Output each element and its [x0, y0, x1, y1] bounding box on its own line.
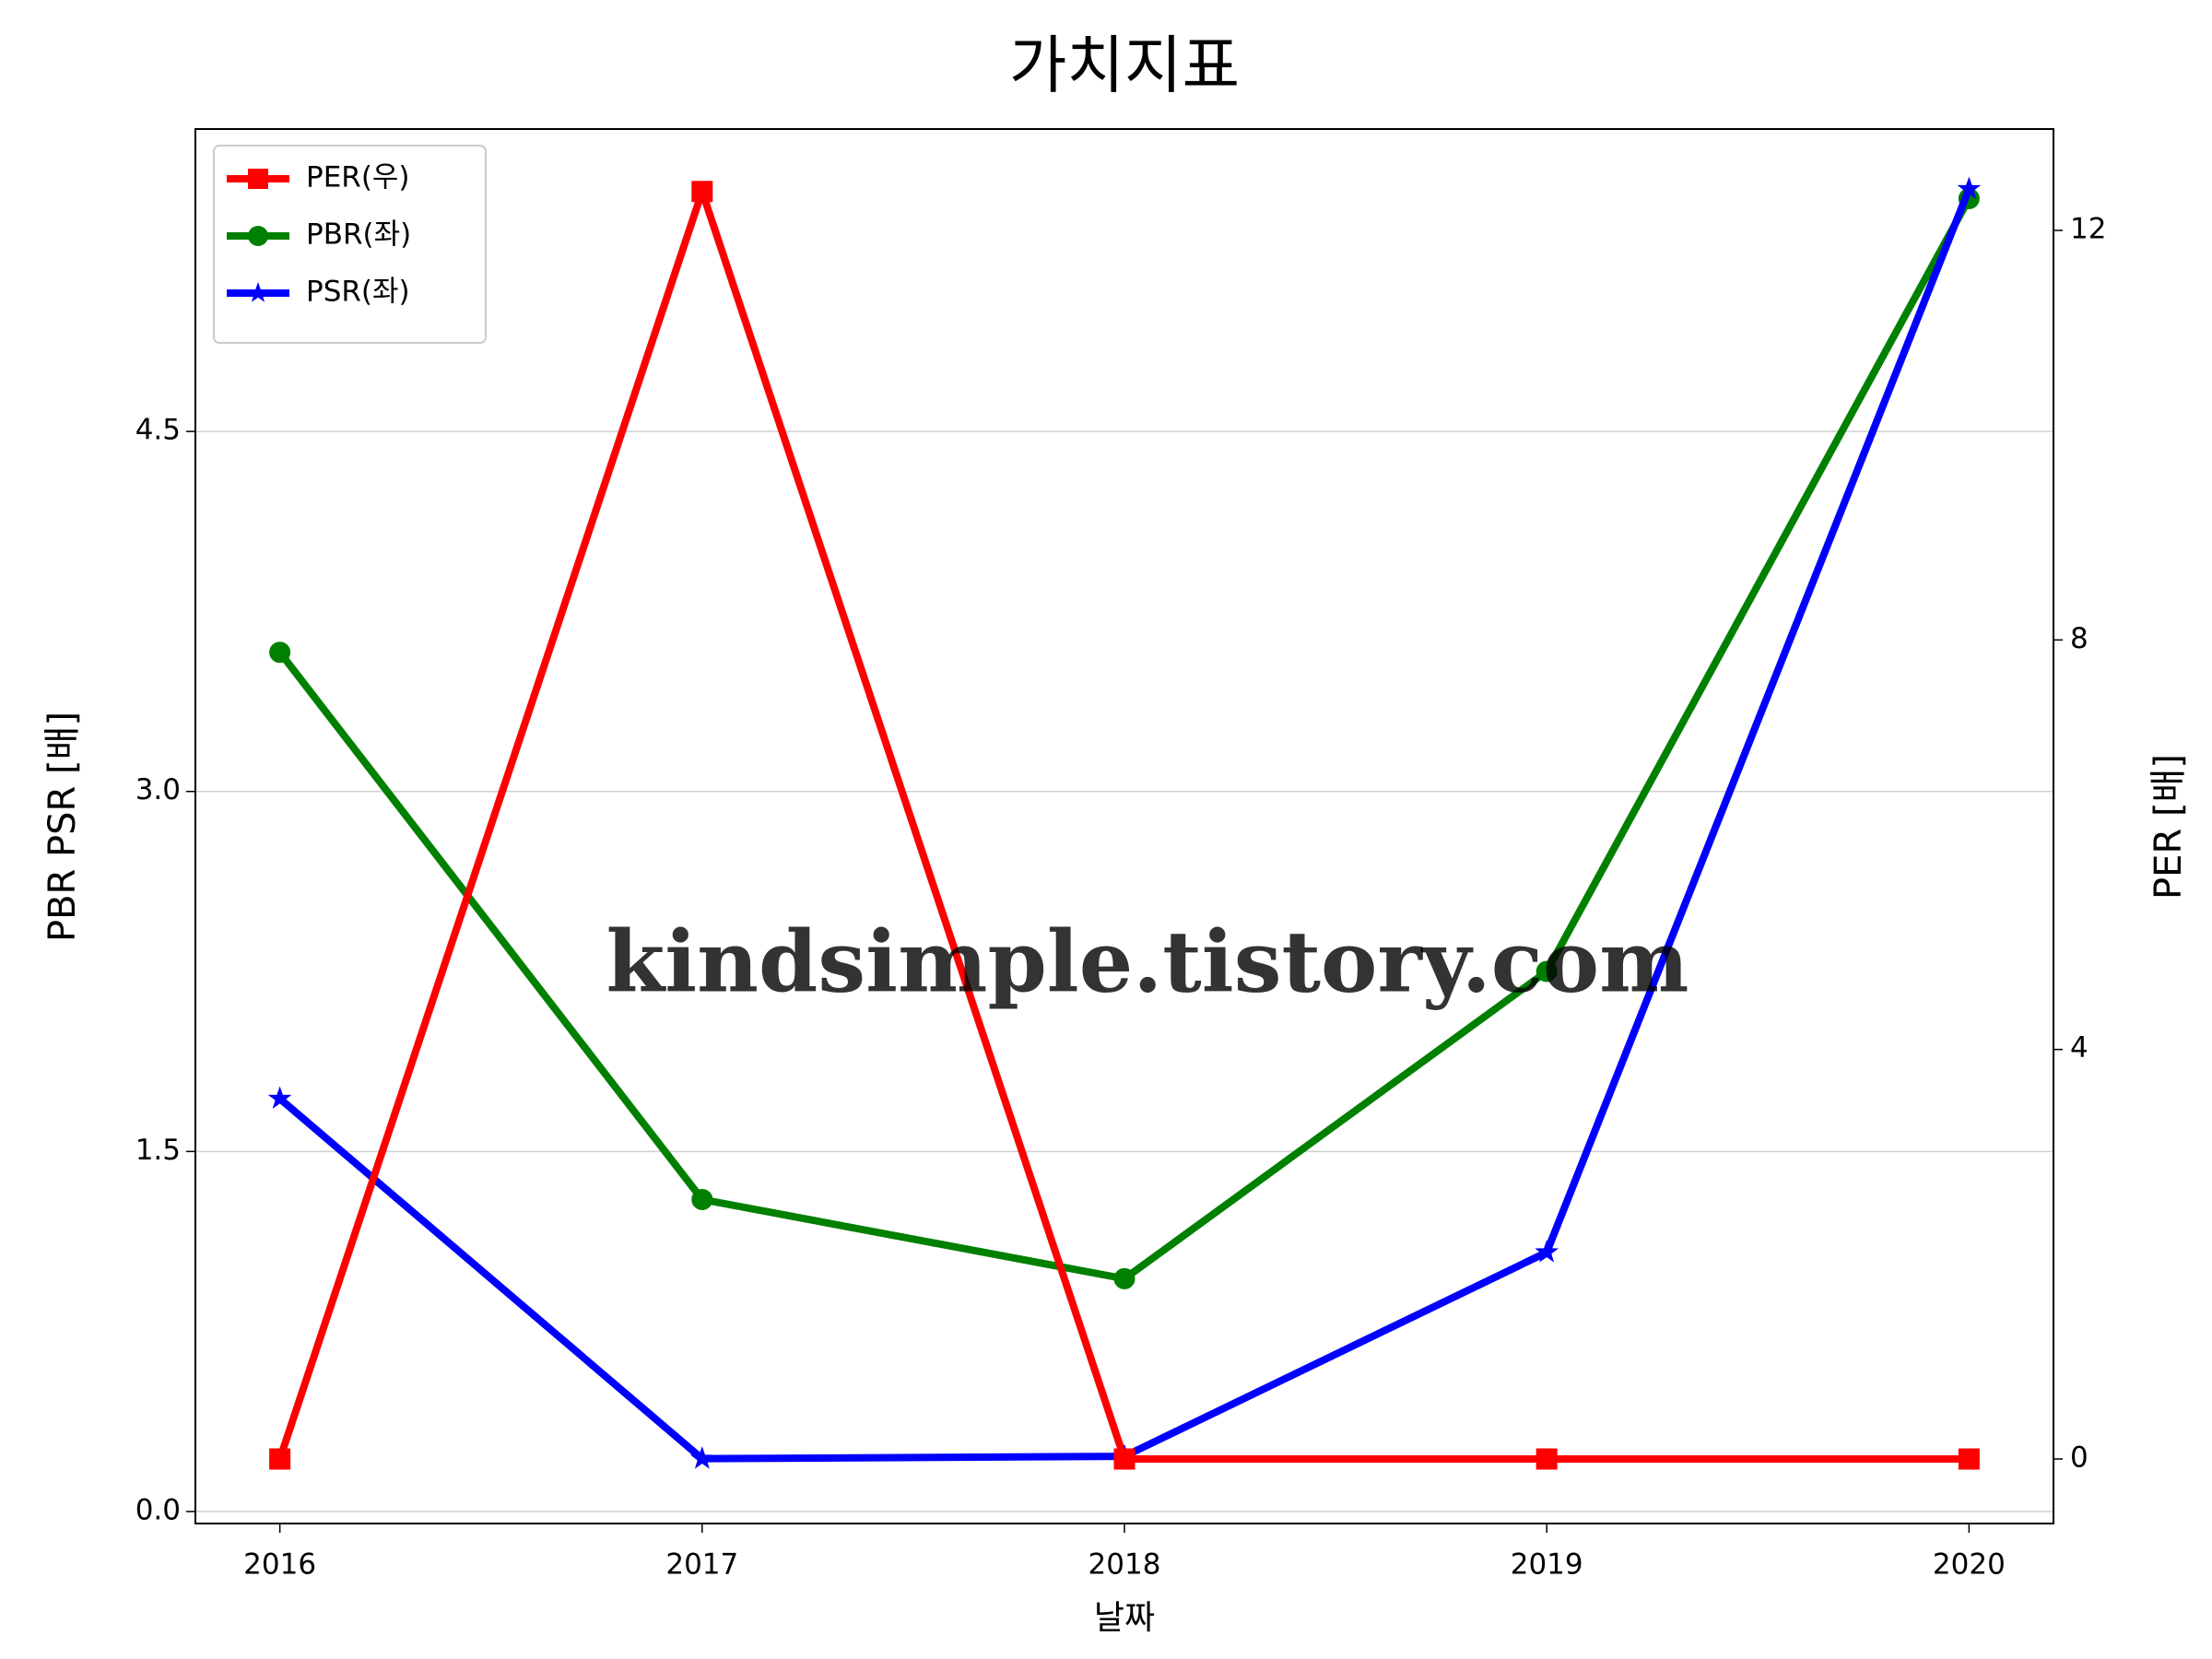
y2-tick-label: 12: [2070, 212, 2106, 245]
x-tick-label: 2020: [1933, 1548, 2006, 1582]
chart-title: 가치지표: [1009, 30, 1240, 103]
y2-axis-label: PER [배]: [2147, 754, 2190, 900]
x-tick-label: 2016: [243, 1548, 316, 1582]
marker: [1113, 1448, 1135, 1470]
legend-label: PBR(좌): [306, 218, 411, 252]
marker: [269, 1448, 291, 1470]
marker: [1535, 1448, 1558, 1470]
watermark: kindsimple.tistory.com: [606, 912, 1688, 1012]
marker: [1957, 176, 1982, 200]
x-tick-label: 2017: [665, 1548, 738, 1582]
y-tick-label: 4.5: [135, 414, 181, 447]
marker: [267, 1086, 292, 1110]
x-tick-label: 2018: [1088, 1548, 1161, 1582]
y2-tick-label: 4: [2070, 1031, 2088, 1065]
marker: [269, 641, 291, 664]
x-axis-label: 날짜: [1094, 1599, 1155, 1637]
x-tick-label: 2019: [1511, 1548, 1583, 1582]
legend-label: PSR(좌): [306, 276, 410, 309]
y-tick-label: 0.0: [135, 1493, 181, 1526]
marker: [691, 1188, 713, 1210]
marker: [1535, 1240, 1559, 1263]
marker: [1535, 960, 1558, 982]
legend-marker: [247, 282, 269, 302]
y2-tick-label: 8: [2070, 622, 2088, 655]
legend-label: PER(우): [306, 161, 410, 194]
y-axis-label: PBR PSR [배]: [41, 712, 84, 942]
marker: [691, 181, 713, 203]
plot-frame: [194, 128, 2054, 1524]
legend-marker: [248, 169, 268, 189]
marker: [1113, 1267, 1135, 1289]
y-tick-label: 1.5: [135, 1134, 181, 1167]
marker: [689, 1446, 714, 1469]
y2-tick-label: 0: [2070, 1441, 2088, 1475]
legend-marker: [248, 226, 268, 246]
y-tick-label: 3.0: [135, 773, 181, 806]
marker: [1958, 1448, 1980, 1470]
